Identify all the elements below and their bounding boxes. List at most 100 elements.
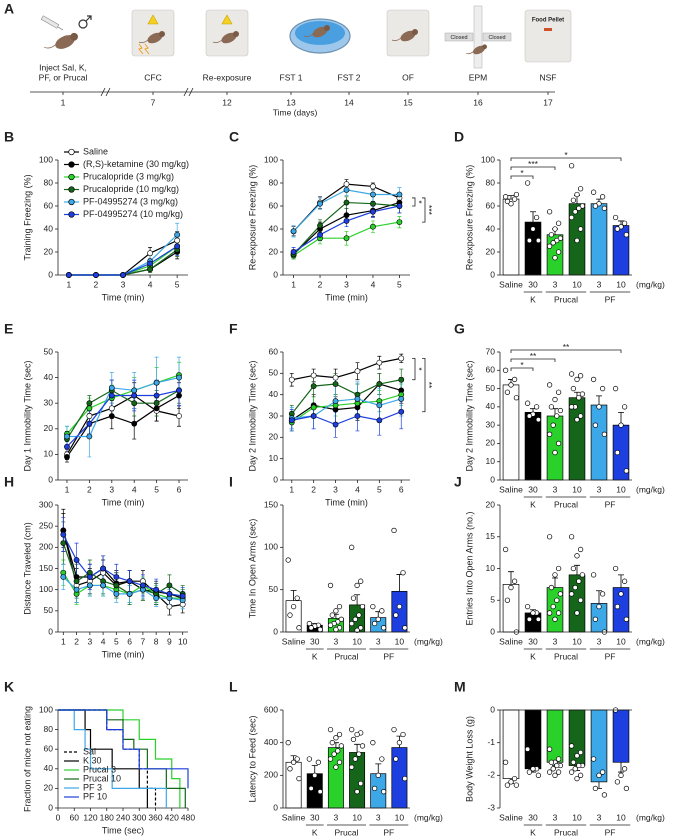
axis-break bbox=[183, 87, 189, 97]
individual-point bbox=[570, 385, 577, 392]
day-label: 12 bbox=[222, 97, 232, 107]
data-point bbox=[64, 443, 70, 450]
individual-point bbox=[576, 395, 582, 401]
epm-closed-label: Closed bbox=[488, 35, 505, 41]
individual-point bbox=[548, 232, 555, 238]
significance-label: *** bbox=[424, 205, 434, 216]
step-label: CFC bbox=[144, 72, 161, 82]
individual-point bbox=[574, 376, 580, 383]
data-point bbox=[288, 376, 295, 383]
individual-point bbox=[327, 756, 334, 762]
y-tick-label: 0 bbox=[490, 474, 495, 484]
data-point bbox=[396, 219, 403, 225]
data-point bbox=[153, 379, 160, 386]
data-point bbox=[176, 413, 182, 419]
y-tick-label: 40 bbox=[269, 389, 279, 399]
x-tick-label: 10 bbox=[616, 812, 626, 822]
timeline-label: Time (days) bbox=[273, 107, 318, 117]
y-tick-label: 20 bbox=[44, 246, 54, 256]
individual-point bbox=[555, 389, 562, 395]
significance-label: * bbox=[520, 168, 524, 178]
group-label: K bbox=[530, 499, 536, 509]
individual-point bbox=[596, 603, 602, 610]
x-tick-label: 30 bbox=[528, 279, 538, 289]
individual-point bbox=[568, 743, 575, 749]
data-point bbox=[396, 203, 403, 209]
individual-point bbox=[358, 578, 364, 584]
series-line bbox=[66, 389, 180, 448]
individual-point bbox=[548, 584, 555, 591]
data-point bbox=[166, 591, 173, 597]
individual-point bbox=[568, 163, 575, 169]
day-label: 16 bbox=[473, 97, 483, 107]
data-point bbox=[370, 223, 376, 230]
panel-letter: I bbox=[229, 474, 233, 490]
individual-point bbox=[599, 769, 606, 775]
individual-point bbox=[526, 616, 533, 622]
day-label: 14 bbox=[344, 97, 354, 107]
mouse-head bbox=[324, 25, 330, 31]
series-line bbox=[291, 383, 402, 421]
group-label: K bbox=[530, 827, 536, 837]
individual-point bbox=[596, 404, 602, 410]
y-tick-label: -3 bbox=[487, 802, 495, 812]
individual-point bbox=[359, 743, 366, 749]
data-point bbox=[174, 231, 181, 238]
day-label: 13 bbox=[286, 97, 296, 107]
x-tick-label: 10 bbox=[572, 636, 582, 646]
x-tick-label: 10 bbox=[178, 636, 188, 646]
y-tick-label: 0 bbox=[490, 704, 495, 714]
x-tick-label: 10 bbox=[352, 812, 362, 822]
data-point bbox=[343, 212, 350, 219]
individual-point bbox=[391, 527, 397, 534]
data-point bbox=[108, 392, 115, 399]
x-tick-label: 30 bbox=[528, 812, 538, 822]
y-tick-label: 40 bbox=[269, 223, 279, 233]
x-tick-label: 3 bbox=[597, 812, 602, 822]
individual-point bbox=[285, 740, 291, 746]
individual-point bbox=[535, 417, 542, 423]
individual-point bbox=[370, 740, 376, 746]
individual-point bbox=[623, 468, 630, 474]
individual-point bbox=[574, 775, 580, 782]
individual-point bbox=[502, 194, 509, 200]
individual-point bbox=[546, 746, 553, 752]
individual-point bbox=[552, 255, 558, 261]
x-tick-label: 480 bbox=[181, 812, 195, 822]
step-box bbox=[131, 9, 175, 57]
y-tick-label: 40 bbox=[486, 401, 496, 411]
series-line bbox=[66, 389, 180, 440]
data-point bbox=[332, 398, 339, 404]
significance-bracket bbox=[510, 175, 534, 179]
x-tick-label: 7 bbox=[141, 636, 146, 646]
y-tick-label: 20 bbox=[269, 432, 279, 442]
individual-point bbox=[329, 612, 335, 618]
individual-point bbox=[504, 198, 511, 205]
individual-point bbox=[530, 226, 536, 232]
unit-label: (mg/kg) bbox=[414, 636, 443, 646]
individual-point bbox=[400, 731, 406, 738]
individual-point bbox=[546, 243, 553, 249]
individual-point bbox=[590, 376, 597, 383]
x-tick-label: 10 bbox=[572, 279, 582, 289]
individual-point bbox=[555, 220, 562, 226]
data-point bbox=[376, 359, 383, 366]
individual-point bbox=[570, 759, 577, 765]
data-point bbox=[332, 374, 339, 381]
y-tick-label: 15 bbox=[486, 531, 496, 541]
individual-point bbox=[524, 400, 531, 406]
mouse-head bbox=[412, 29, 418, 35]
x-tick-label: 3 bbox=[376, 636, 381, 646]
warning-icon bbox=[221, 14, 233, 25]
x-tick-label: 3 bbox=[597, 636, 602, 646]
individual-point bbox=[335, 748, 341, 754]
panel-letter: B bbox=[4, 129, 14, 145]
data-point bbox=[398, 408, 405, 415]
data-point bbox=[113, 591, 120, 597]
mouse-body bbox=[221, 32, 237, 44]
data-point bbox=[396, 191, 403, 198]
significance-label: * bbox=[520, 360, 524, 370]
data-point bbox=[100, 582, 107, 589]
individual-point bbox=[576, 762, 582, 769]
x-axis-label: Time (sec) bbox=[102, 825, 144, 835]
